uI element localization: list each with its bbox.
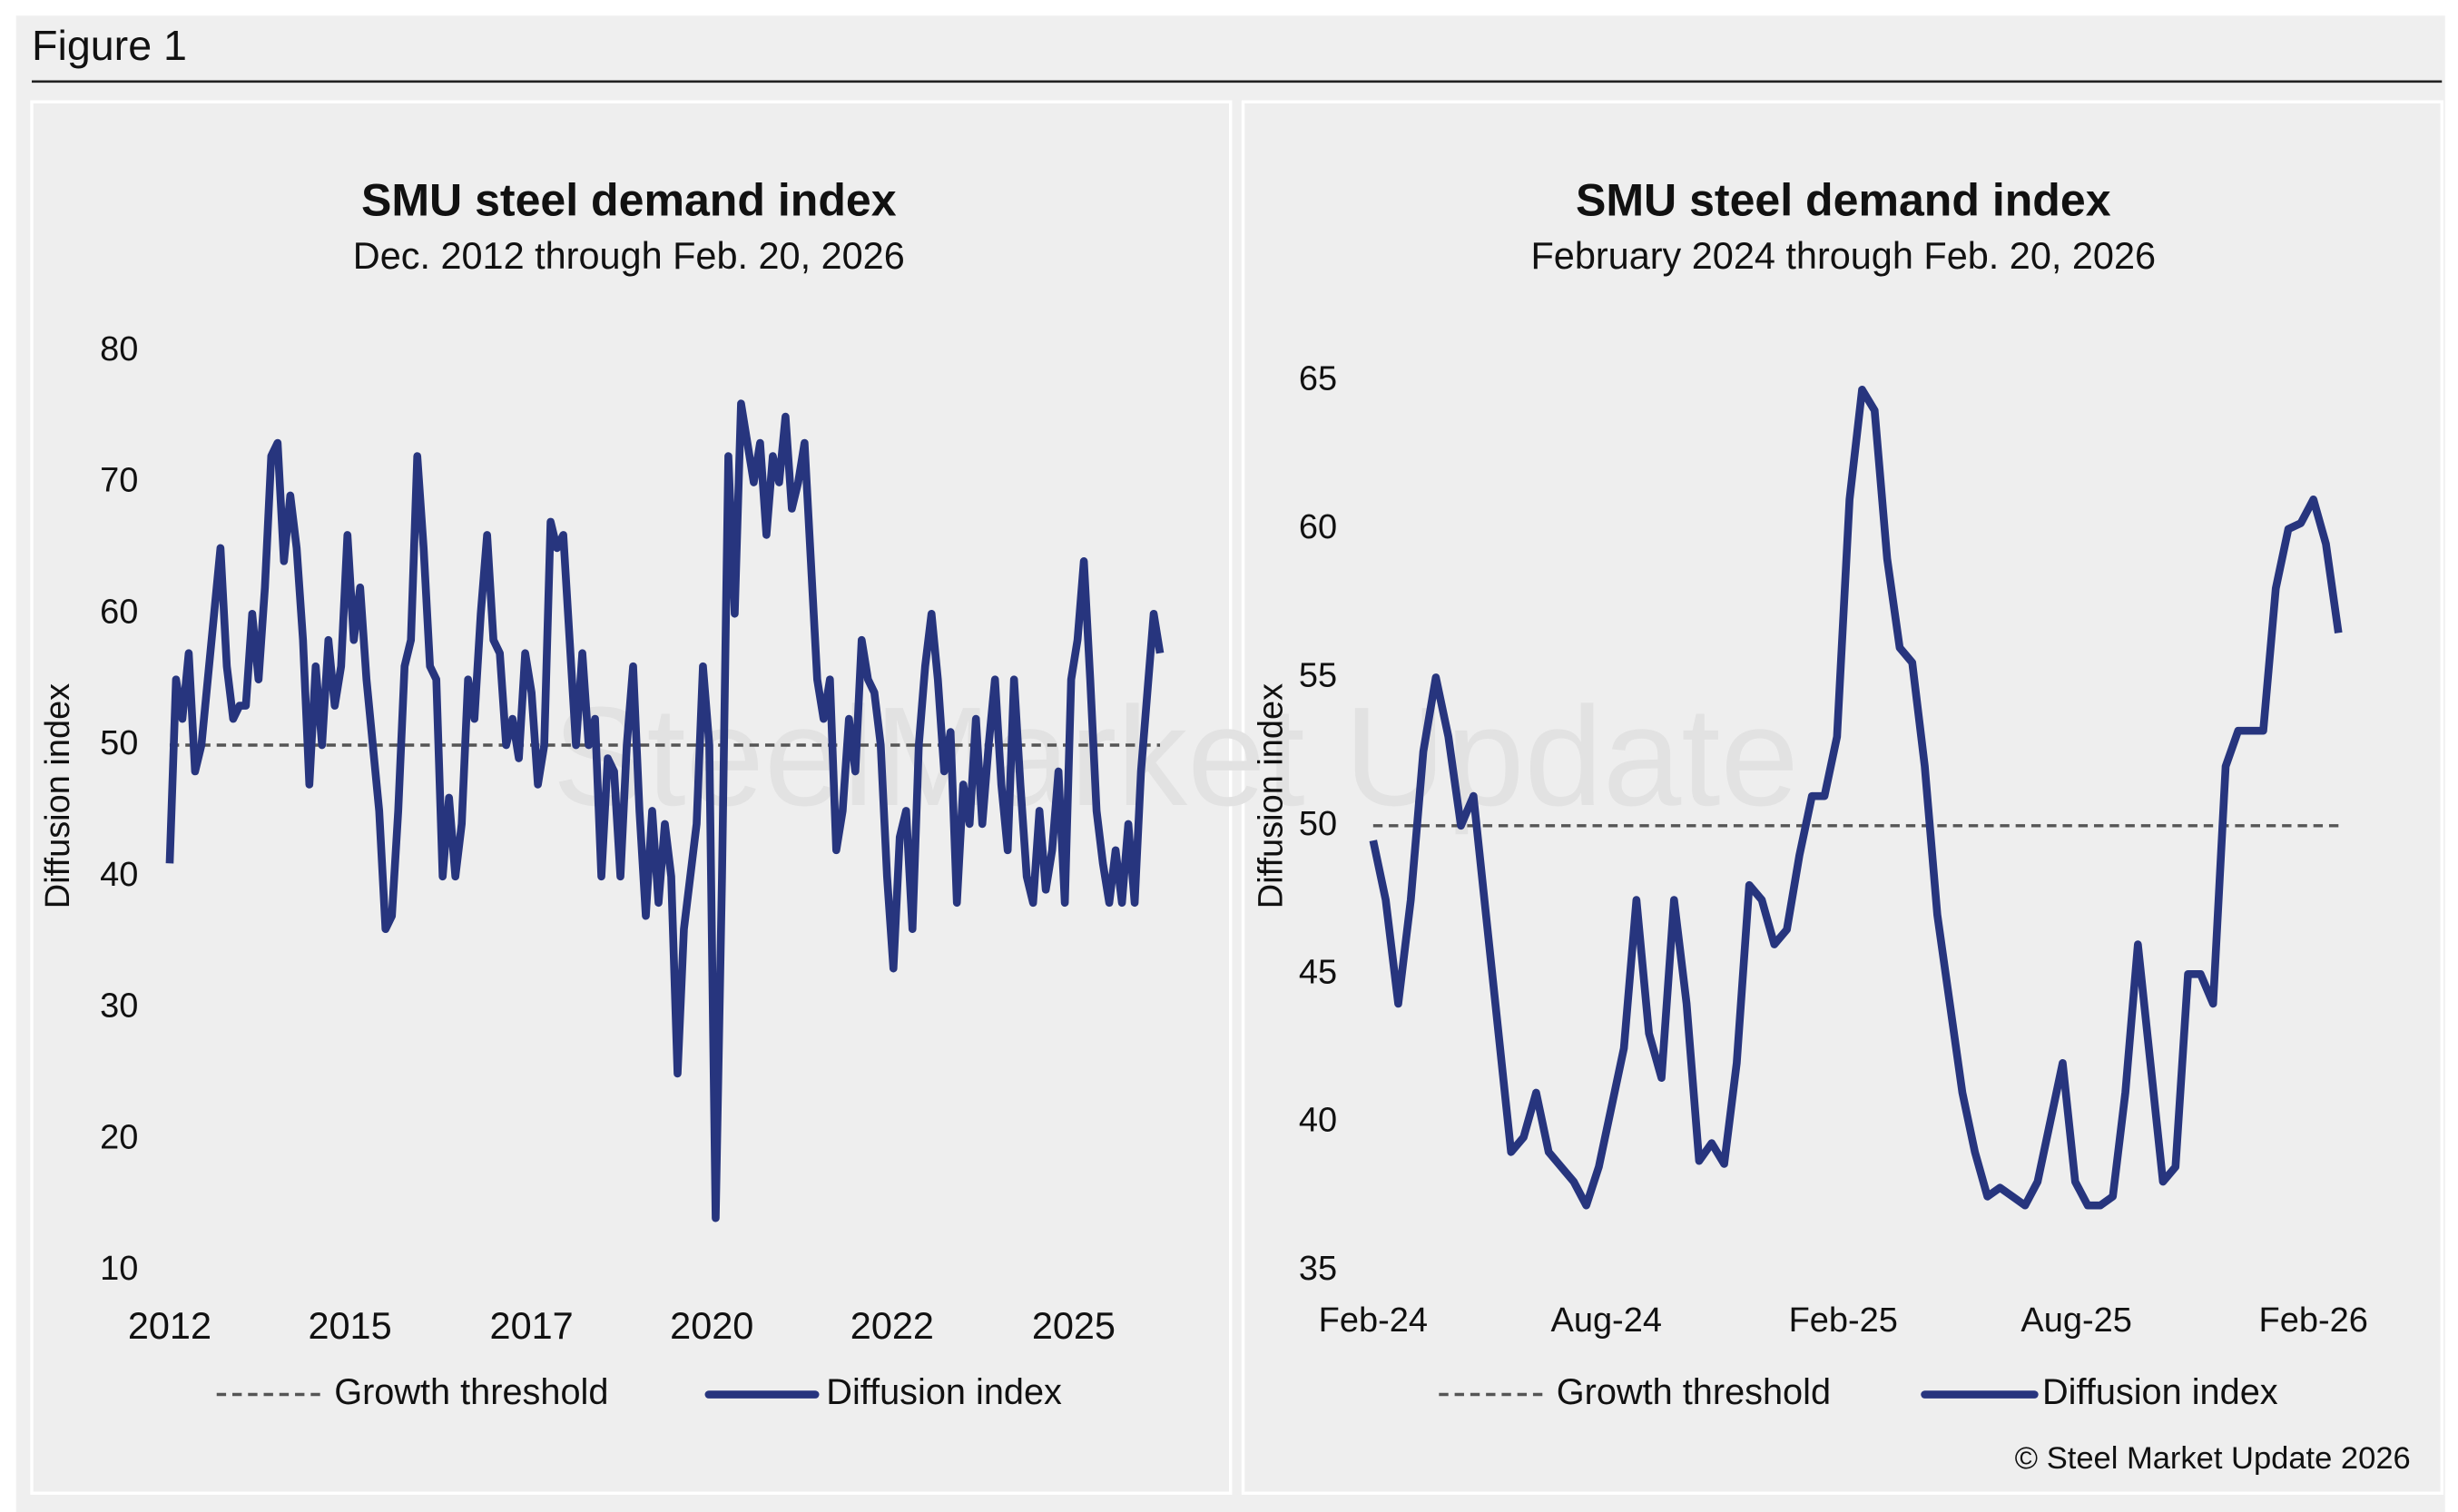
x-tick-label: Aug-25 <box>2020 1301 2131 1340</box>
data-line <box>165 399 1165 1222</box>
y-tick-label: 40 <box>1299 1102 1337 1140</box>
panel <box>1241 100 2443 1496</box>
y-tick-label: 30 <box>100 987 138 1026</box>
y-tick-label: 60 <box>100 593 138 631</box>
x-tick-label: 2020 <box>670 1304 753 1347</box>
chart-title: SMU steel demand index <box>1576 175 2111 226</box>
y-tick-label: 40 <box>100 856 138 894</box>
watermark: SteelMarket Update <box>553 677 1799 835</box>
y-axis-label: Diffusion index <box>1252 683 1290 908</box>
y-tick-label: 80 <box>100 330 138 368</box>
y-tick-label: 65 <box>1299 360 1337 398</box>
y-tick-label: 60 <box>1299 508 1337 546</box>
figure-label: Figure 1 <box>32 22 187 69</box>
x-tick-label: 2025 <box>1032 1304 1116 1347</box>
legend-label: Growth threshold <box>1557 1372 1831 1412</box>
panel <box>30 100 1233 1496</box>
x-tick-label: Feb-25 <box>1789 1301 1898 1340</box>
y-tick-label: 50 <box>100 724 138 762</box>
x-tick-label: 2012 <box>128 1304 211 1347</box>
y-tick-label: 10 <box>100 1250 138 1288</box>
legend-label: Diffusion index <box>2042 1372 2278 1412</box>
x-tick-label: 2017 <box>490 1304 574 1347</box>
chart-subtitle: February 2024 through Feb. 20, 2026 <box>1530 234 2156 277</box>
y-tick-label: 70 <box>100 462 138 500</box>
data-line <box>1369 386 2343 1210</box>
y-axis-label: Diffusion index <box>39 683 77 908</box>
chart-title: SMU steel demand index <box>361 175 897 226</box>
y-tick-label: 20 <box>100 1118 138 1156</box>
x-tick-label: 2015 <box>308 1304 391 1347</box>
y-tick-label: 45 <box>1299 953 1337 991</box>
credit: © Steel Market Update 2026 <box>2015 1441 2411 1476</box>
x-tick-label: Feb-24 <box>1319 1301 1428 1340</box>
legend-label: Diffusion index <box>826 1372 1062 1412</box>
y-tick-label: 35 <box>1299 1250 1337 1288</box>
chart-subtitle: Dec. 2012 through Feb. 20, 2026 <box>353 234 905 277</box>
legend-label: Growth threshold <box>334 1372 608 1412</box>
x-tick-label: Aug-24 <box>1551 1301 1662 1340</box>
y-tick-label: 55 <box>1299 656 1337 694</box>
x-tick-label: Feb-26 <box>2259 1301 2368 1340</box>
x-tick-label: 2022 <box>850 1304 934 1347</box>
y-tick-label: 50 <box>1299 805 1337 843</box>
